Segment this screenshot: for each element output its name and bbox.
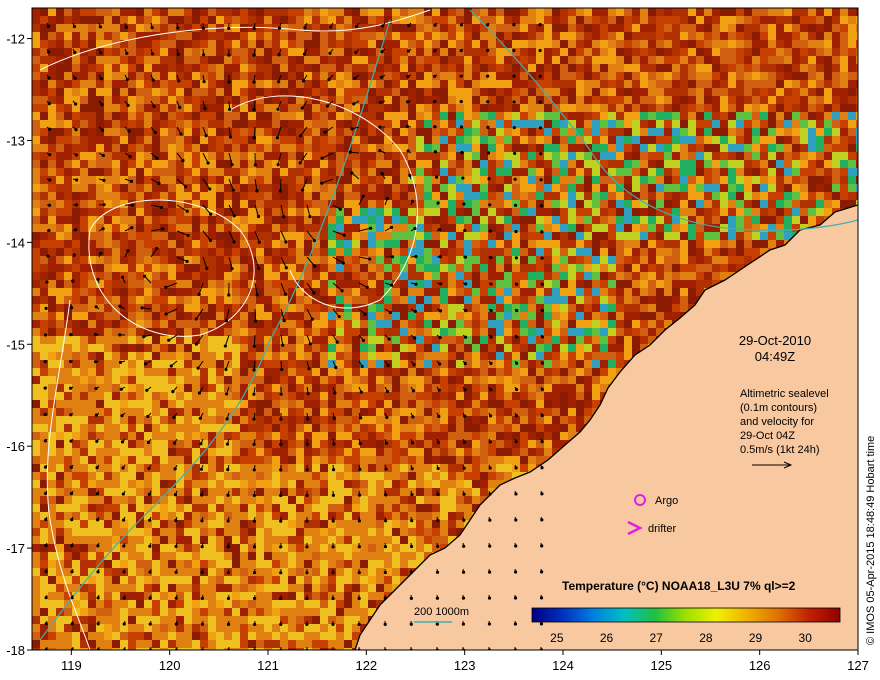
bathy-contour-1000 — [39, 19, 391, 641]
argo-marker — [634, 494, 646, 506]
colorbar-title: Temperature (°C) NOAA18_L3U 7% ql>=2 — [562, 579, 796, 593]
velocity-scale-arrowhead — [783, 461, 793, 469]
colorbar-tick-label: 30 — [799, 631, 813, 645]
lon-tick-label: 119 — [61, 658, 82, 673]
argo-label: Argo — [655, 495, 678, 507]
drifter-label: drifter — [648, 523, 676, 535]
info-line: 0.5m/s (1kt 24h) — [740, 444, 819, 456]
info-line: Altimetric sealevel — [740, 388, 829, 400]
credit-text: © IMOS 05-Apr-2015 18:48:49 Hobart time — [865, 436, 877, 645]
bathy-legend-label: 200 1000m — [414, 606, 469, 618]
bathy-contour-200 — [469, 9, 858, 231]
date-label: 29-Oct-2010 — [739, 333, 811, 348]
sealevel-contour-2 — [229, 95, 418, 309]
coastline — [354, 204, 858, 650]
sealevel-contour-1 — [88, 199, 255, 337]
lat-tick-label: -16 — [6, 439, 25, 454]
colorbar-ticks: 25 26 27 28 29 30 — [550, 631, 812, 645]
plot-frame — [31, 7, 859, 651]
info-line: and velocity for — [740, 416, 814, 428]
lat-tick-label: -17 — [6, 541, 25, 556]
lon-tick-label: 127 — [847, 658, 869, 673]
velocity-arrows — [43, 22, 545, 650]
lat-tick-label: -15 — [6, 337, 25, 352]
map-plot-area — [32, 8, 858, 650]
lon-tick-label: 121 — [257, 658, 279, 673]
colorbar-tick-label: 28 — [699, 631, 713, 645]
sealevel-contour-3 — [39, 9, 431, 71]
land-mass — [355, 205, 858, 650]
colorbar — [531, 607, 841, 623]
info-line: (0.1m contours) — [740, 402, 817, 414]
lon-tick-label: 125 — [650, 658, 672, 673]
time-label: 04:49Z — [755, 349, 796, 364]
colorbar-tick-label: 27 — [650, 631, 664, 645]
lat-tick-label: -13 — [6, 133, 25, 148]
latitude-axis: -12 -13 -14 -15 -16 -17 -18 — [6, 32, 32, 658]
lat-tick-label: -18 — [6, 643, 25, 658]
drifter-marker — [627, 520, 643, 536]
lon-tick-label: 123 — [454, 658, 476, 673]
colorbar-tick-label: 26 — [600, 631, 614, 645]
colorbar-tick-label: 29 — [749, 631, 763, 645]
longitude-axis: 119 120 121 122 123 124 125 126 127 — [61, 650, 869, 673]
sealevel-contour-4 — [46, 299, 91, 650]
colorbar-tick-label: 25 — [550, 631, 564, 645]
info-block: Altimetric sealevel (0.1m contours) and ve… — [740, 388, 829, 456]
lon-tick-label: 120 — [159, 658, 181, 673]
lon-tick-label: 124 — [552, 658, 574, 673]
lat-tick-label: -12 — [6, 32, 25, 47]
lon-tick-label: 122 — [355, 658, 377, 673]
lon-tick-label: 126 — [749, 658, 771, 673]
info-line: 29-Oct 04Z — [740, 430, 795, 442]
lat-tick-label: -14 — [6, 235, 25, 250]
